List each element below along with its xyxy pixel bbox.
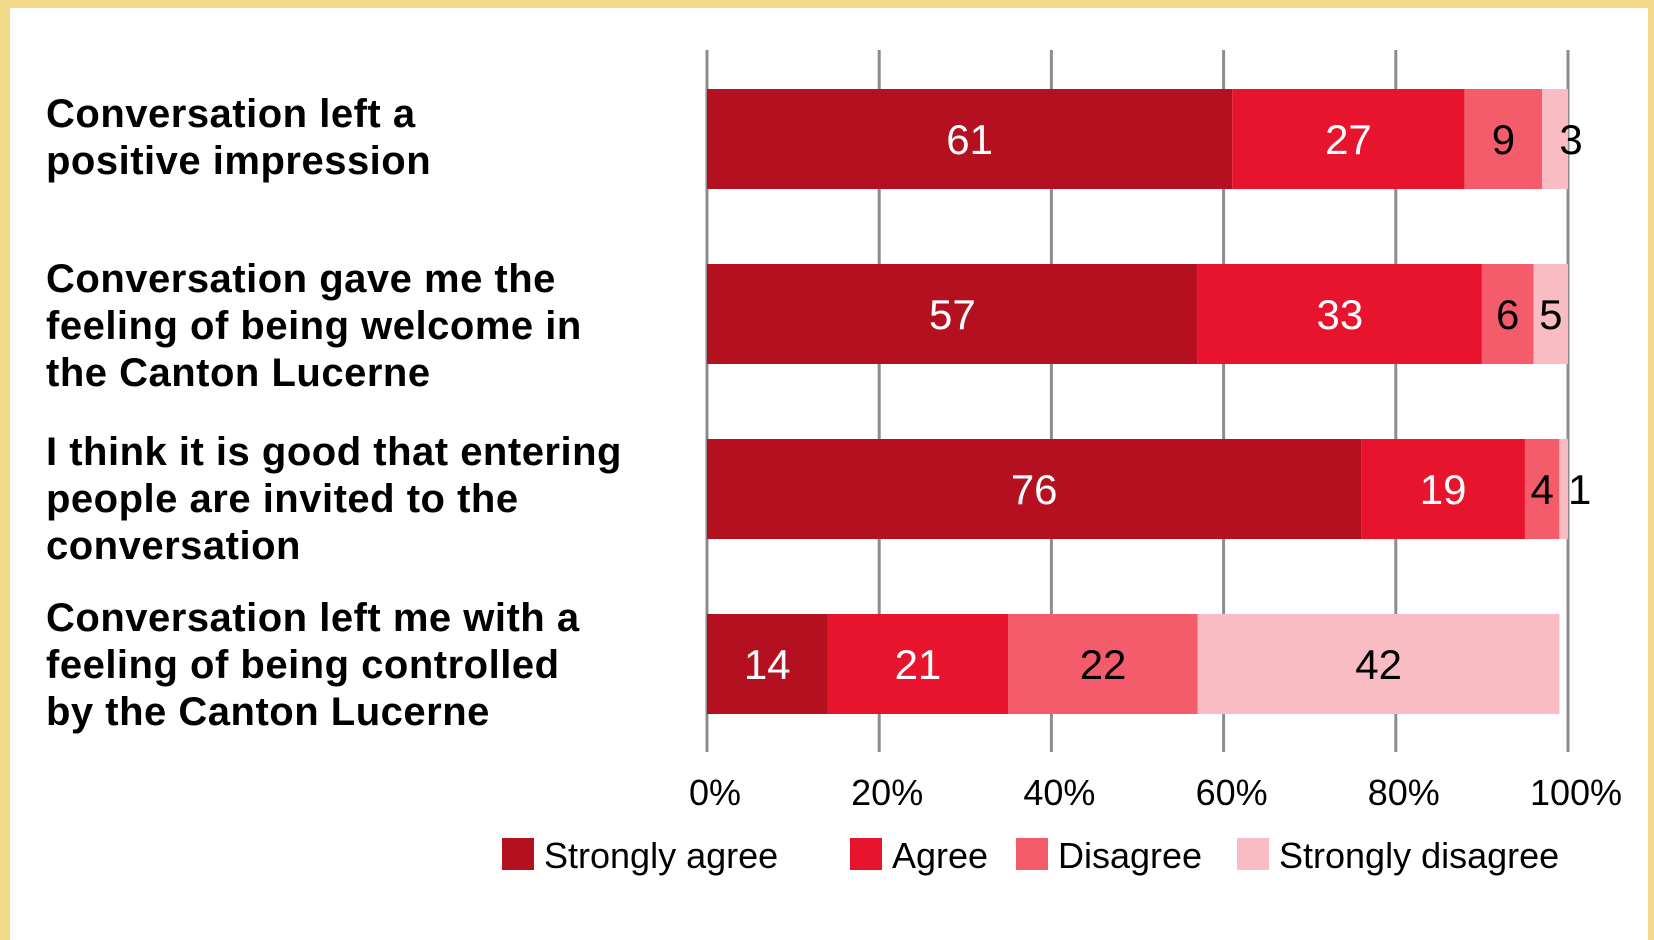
bar-3-strongly-disagree <box>1559 439 1568 539</box>
value-label-1-2: 27 <box>1325 116 1372 163</box>
value-label-1-4: 3 <box>1559 116 1582 163</box>
bar-4-disagree <box>1008 614 1198 714</box>
bar-1-disagree <box>1464 89 1543 189</box>
value-label-4-3: 22 <box>1080 641 1127 688</box>
category-label-3-line-1: I think it is good that entering <box>46 430 622 474</box>
x-tick-label-4: 80% <box>1368 772 1440 813</box>
value-label-4-1: 14 <box>744 641 791 688</box>
value-label-2-2: 33 <box>1316 291 1363 338</box>
x-tick-label-0: 0% <box>689 772 741 813</box>
x-tick-label-5: 100% <box>1530 772 1622 813</box>
category-label-4-line-2: feeling of being controlled <box>46 643 560 687</box>
legend-label-1: Strongly agree <box>544 835 778 876</box>
bar-2-agree <box>1197 264 1482 364</box>
bar-4-strongly-disagree <box>1197 614 1560 714</box>
value-label-2-1: 57 <box>929 291 976 338</box>
bars <box>707 89 1568 714</box>
legend-swatch-3 <box>1016 838 1048 870</box>
legend-swatch-1 <box>502 838 534 870</box>
legend-swatch-4 <box>1237 838 1269 870</box>
bar-4-agree <box>827 614 1009 714</box>
value-label-3-4: 1 <box>1568 466 1591 513</box>
value-labels: 61 27 9 3 57 33 6 5 76 19 4 1 14 21 22 42 <box>744 116 1591 688</box>
legend-label-4: Strongly disagree <box>1279 835 1559 876</box>
value-label-4-2: 21 <box>895 641 942 688</box>
bar-2-disagree <box>1481 264 1534 364</box>
value-label-1-1: 61 <box>946 116 993 163</box>
category-label-3-line-2: people are invited to the <box>46 477 519 521</box>
bar-3-strongly-agree <box>707 439 1362 539</box>
bar-1-strongly-disagree <box>1542 89 1568 189</box>
bar-1-agree <box>1232 89 1465 189</box>
bar-2-strongly-agree <box>707 264 1198 364</box>
bar-3-agree <box>1361 439 1525 539</box>
legend-label-3: Disagree <box>1058 835 1202 876</box>
x-tick-label-3: 60% <box>1196 772 1268 813</box>
legend-item-strongly-disagree: Strongly disagree <box>1237 835 1559 876</box>
value-label-1-3: 9 <box>1492 116 1515 163</box>
category-label-2-line-2: feeling of being welcome in <box>46 304 582 348</box>
value-label-2-4: 5 <box>1539 291 1562 338</box>
category-label-3-line-3: conversation <box>46 524 301 568</box>
legend-swatch-2 <box>850 838 882 870</box>
bar-4-strongly-agree <box>707 614 828 714</box>
x-tick-label-2: 40% <box>1023 772 1095 813</box>
category-label-4-line-3: by the Canton Lucerne <box>46 690 490 734</box>
legend-item-agree: Agree <box>850 835 988 876</box>
legend: Strongly agree Agree Disagree Strongly disa… <box>502 835 1559 876</box>
value-label-3-3: 4 <box>1530 466 1553 513</box>
legend-label-2: Agree <box>892 835 988 876</box>
value-label-4-4: 42 <box>1355 641 1402 688</box>
category-label-1-line-2: positive impression <box>46 139 431 183</box>
category-label-1-line-1: Conversation left a <box>46 92 416 136</box>
bar-1-strongly-agree <box>707 89 1233 189</box>
bar-3-disagree <box>1524 439 1560 539</box>
category-label-2-line-1: Conversation gave me the <box>46 257 556 301</box>
bar-2-strongly-disagree <box>1533 264 1568 364</box>
value-label-2-3: 6 <box>1496 291 1519 338</box>
category-label-2-line-3: the Canton Lucerne <box>46 351 431 395</box>
x-axis-ticks: 0% 20% 40% 60% 80% 100% <box>689 772 1622 813</box>
legend-item-strongly-agree: Strongly agree <box>502 835 778 876</box>
x-tick-label-1: 20% <box>851 772 923 813</box>
legend-item-disagree: Disagree <box>1016 835 1202 876</box>
value-label-3-1: 76 <box>1011 466 1058 513</box>
category-label-4-line-1: Conversation left me with a <box>46 596 580 640</box>
value-label-3-2: 19 <box>1420 466 1467 513</box>
